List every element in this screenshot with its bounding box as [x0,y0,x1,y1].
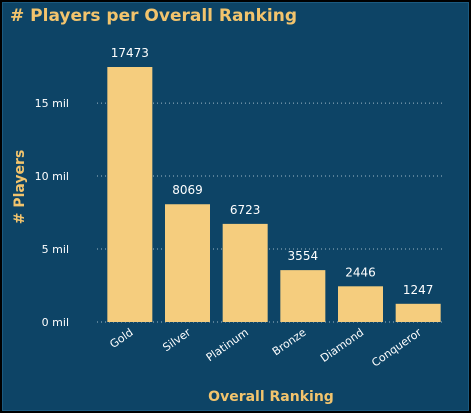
data-label: 17473 [111,46,149,60]
data-label: 3554 [288,249,319,263]
y-axis-ticks: 0 mil 5 mil 10 mil 15 mil [35,97,69,329]
x-axis-ticks: Gold Silver Platinum Bronze Diamond Conqueror [107,326,424,370]
x-tick-label: Bronze [270,326,309,359]
bar-diamond[interactable] [338,286,383,322]
bar-bronze[interactable] [280,270,326,322]
bar-silver[interactable] [165,204,210,322]
x-axis-title: Overall Ranking [208,389,334,405]
y-tick-label: 0 mil [42,316,69,329]
data-label: 8069 [172,183,203,197]
data-label: 2446 [345,265,376,279]
x-tick-label: Diamond [318,326,366,365]
data-label: 1247 [403,283,434,297]
chart-title: # Players per Overall Ranking [10,6,297,26]
y-tick-label: 15 mil [35,97,69,110]
bar-platinum[interactable] [222,223,268,322]
gridlines [97,102,443,323]
bar-gold[interactable] [107,67,153,322]
data-label: 6723 [230,203,261,217]
x-tick-label: Silver [160,326,193,355]
y-tick-label: 10 mil [35,170,69,183]
bars [107,67,441,322]
y-axis-title: # Players [12,150,28,225]
y-tick-label: 5 mil [42,243,69,256]
x-tick-label: Gold [107,326,135,351]
x-tick-label: Platinum [204,326,251,364]
bar-conqueror[interactable] [395,303,441,322]
x-tick-label: Conqueror [369,326,424,370]
data-labels: 17473 8069 6723 3554 2446 1247 [111,46,434,297]
